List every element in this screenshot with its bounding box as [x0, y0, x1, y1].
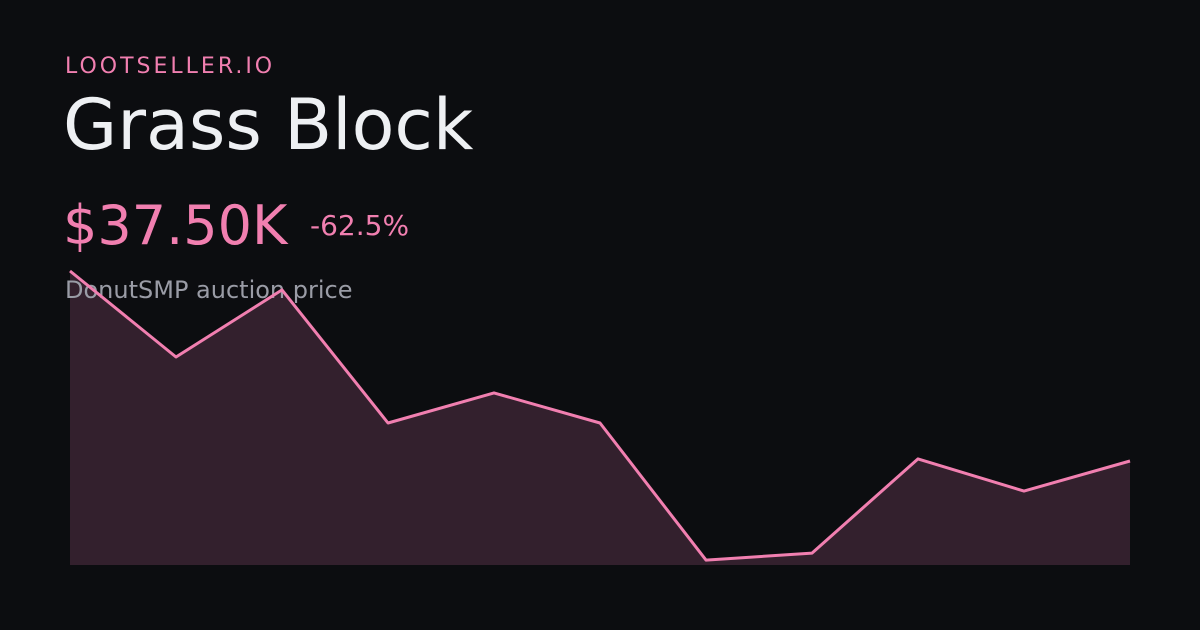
area-fill [70, 271, 1130, 565]
title: Grass Block [63, 84, 474, 166]
brand: LOOTSELLER.IO [65, 54, 275, 79]
change: -62.5% [310, 209, 409, 242]
price: $37.50K [63, 194, 289, 257]
price-line [69, 269, 1131, 562]
subtitle: DonutSMP auction price [65, 276, 352, 304]
chart [70, 271, 1130, 565]
chart-line-layer [69, 269, 1131, 562]
